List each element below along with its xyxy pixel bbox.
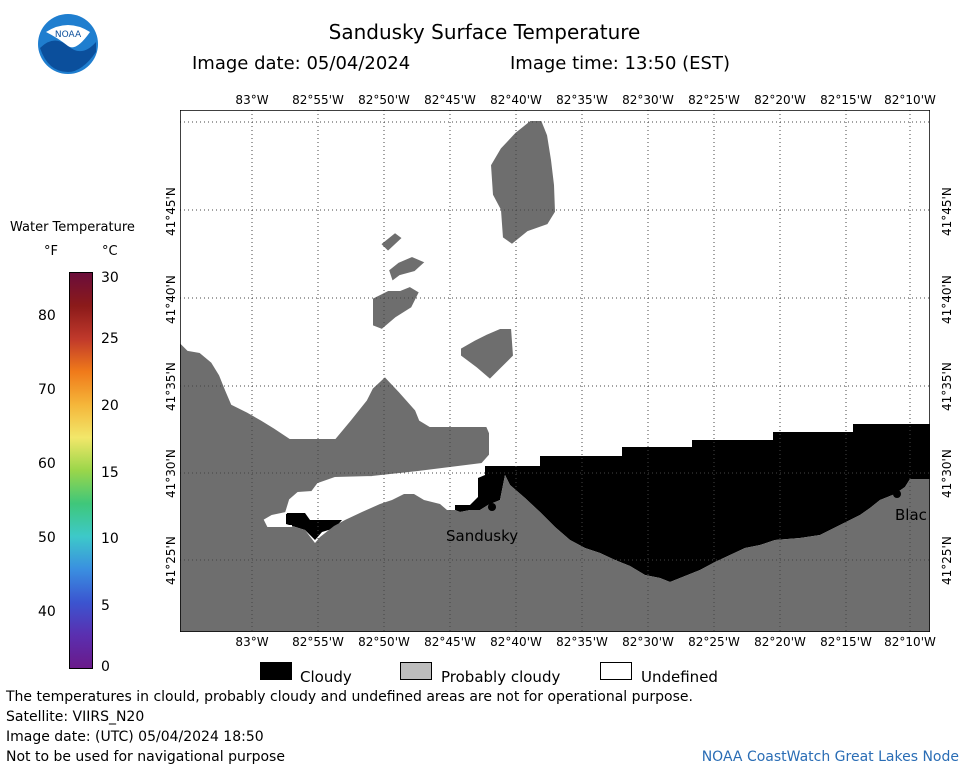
lon-label: 82°10'W bbox=[884, 93, 936, 107]
lat-label: 41°35'N bbox=[164, 362, 178, 411]
lon-label: 82°55'W bbox=[292, 93, 344, 107]
lon-label: 82°50'W bbox=[358, 93, 410, 107]
credit-link[interactable]: NOAA CoastWatch Great Lakes Node bbox=[701, 749, 959, 765]
colorbar-c-tick: 15 bbox=[101, 465, 119, 481]
graticule bbox=[180, 110, 930, 632]
lon-label: 82°20'W bbox=[754, 635, 806, 649]
lon-label: 82°35'W bbox=[556, 93, 608, 107]
legend-swatch-probably-cloudy bbox=[400, 662, 432, 680]
sandusky-marker bbox=[488, 503, 496, 511]
lon-label: 82°30'W bbox=[622, 93, 674, 107]
cloudy-region bbox=[455, 424, 930, 582]
colorbar-c-tick: 20 bbox=[101, 398, 119, 414]
lon-label: 82°45'W bbox=[424, 93, 476, 107]
lat-label: 41°45'N bbox=[940, 187, 954, 236]
lon-label: 82°40'W bbox=[490, 93, 542, 107]
sst-map: Sandusky Blac bbox=[180, 110, 930, 632]
lat-label: 41°25'N bbox=[164, 536, 178, 585]
bay-outline bbox=[263, 463, 483, 527]
navigation-warning: Not to be used for navigational purpose bbox=[6, 749, 285, 765]
lon-label: 82°10'W bbox=[884, 635, 936, 649]
lat-label: 41°35'N bbox=[940, 362, 954, 411]
colorbar-f-tick: 40 bbox=[38, 604, 56, 620]
blac-label: Blac bbox=[895, 506, 927, 524]
sandusky-label: Sandusky bbox=[446, 527, 518, 545]
lon-label: 83°W bbox=[235, 635, 269, 649]
island-north bbox=[488, 119, 558, 247]
lon-label: 82°25'W bbox=[688, 93, 740, 107]
lon-label: 82°20'W bbox=[754, 93, 806, 107]
lat-label: 41°45'N bbox=[164, 187, 178, 236]
lat-label: 41°30'N bbox=[940, 449, 954, 498]
legend-label-undefined: Undefined bbox=[641, 668, 718, 686]
lat-label: 41°30'N bbox=[164, 449, 178, 498]
probably-cloudy-mainland bbox=[180, 342, 930, 632]
island-kelleys bbox=[459, 327, 516, 382]
image-time: Image time: 13:50 (EST) bbox=[510, 53, 730, 74]
colorbar-f-tick: 70 bbox=[38, 382, 56, 398]
noaa-logo-text: NOAA bbox=[55, 30, 82, 40]
lon-label: 82°50'W bbox=[358, 635, 410, 649]
lon-label: 82°55'W bbox=[292, 635, 344, 649]
lat-label: 41°40'N bbox=[164, 275, 178, 324]
colorbar-f-tick: 80 bbox=[38, 308, 56, 324]
image-date: Image date: 05/04/2024 bbox=[192, 53, 411, 74]
legend-label-probably-cloudy: Probably cloudy bbox=[441, 668, 561, 686]
lon-label: 82°15'W bbox=[820, 635, 872, 649]
lon-label: 82°35'W bbox=[556, 635, 608, 649]
colorbar-title: Water Temperature bbox=[10, 220, 135, 235]
colorbar-c-tick: 0 bbox=[101, 659, 110, 675]
island-small-1 bbox=[378, 230, 405, 254]
lat-label: 41°40'N bbox=[940, 275, 954, 324]
colorbar-gradient bbox=[69, 272, 93, 669]
shoreline-outline bbox=[180, 341, 491, 465]
island-small-2 bbox=[386, 254, 428, 284]
lon-label: 82°25'W bbox=[688, 635, 740, 649]
colorbar-c-tick: 25 bbox=[101, 331, 119, 347]
page-title: Sandusky Surface Temperature bbox=[328, 20, 641, 44]
lon-label: 82°15'W bbox=[820, 93, 872, 107]
noaa-logo: NOAA bbox=[38, 14, 98, 74]
lon-label: 83°W bbox=[235, 93, 269, 107]
colorbar-f-tick: 50 bbox=[38, 530, 56, 546]
unit-c-label: °C bbox=[102, 244, 118, 259]
unit-f-label: °F bbox=[44, 244, 58, 259]
blac-marker bbox=[893, 490, 901, 498]
legend-label-cloudy: Cloudy bbox=[300, 668, 352, 686]
legend-swatch-cloudy bbox=[260, 662, 292, 680]
colorbar-f-tick: 60 bbox=[38, 456, 56, 472]
lon-label: 82°45'W bbox=[424, 635, 476, 649]
lat-label: 41°25'N bbox=[940, 536, 954, 585]
disclaimer-text: The temperatures in clould, probably clo… bbox=[6, 689, 693, 705]
satellite-text: Satellite: VIIRS_N20 bbox=[6, 709, 145, 725]
colorbar-c-tick: 30 bbox=[101, 270, 119, 286]
lon-label: 82°30'W bbox=[622, 635, 674, 649]
cloudy-patch-west bbox=[286, 513, 342, 540]
colorbar-c-tick: 5 bbox=[101, 598, 110, 614]
colorbar-c-tick: 10 bbox=[101, 531, 119, 547]
legend-swatch-undefined bbox=[600, 662, 632, 680]
utc-date-text: Image date: (UTC) 05/04/2024 18:50 bbox=[6, 729, 264, 745]
lon-label: 82°40'W bbox=[490, 635, 542, 649]
